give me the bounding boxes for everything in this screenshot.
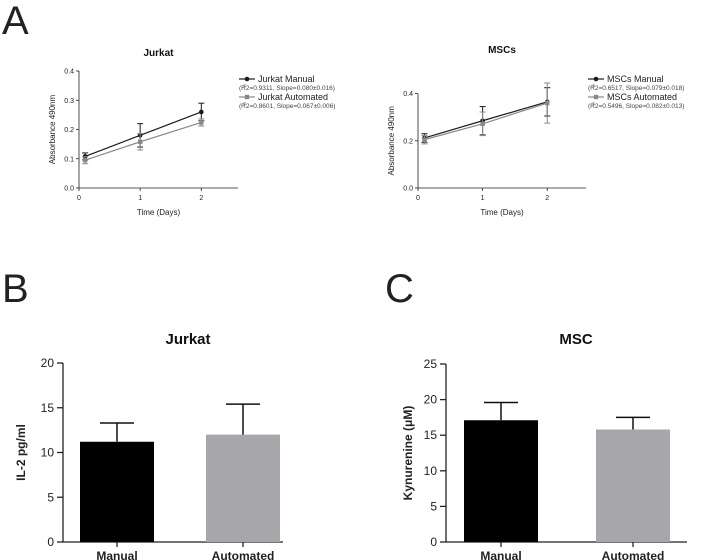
chart-title: Jurkat <box>143 48 174 59</box>
data-point <box>199 120 204 125</box>
chart-msc-kynurenine: MSC 0 5 10 15 20 25 Kynurenine (μM) Manual Automa… <box>401 331 687 560</box>
chart-mscs-absorbance: MSCs 0.0 0.2 0.4 0 1 2 Time (Days) Absorbance 49… <box>387 45 684 217</box>
legend-fit-stats: (R2=0.9311, Slope=0.080±0.016) <box>239 85 335 92</box>
legend-marker <box>244 94 250 100</box>
bar-manual <box>80 441 154 542</box>
x-tick-label: Automated <box>602 549 665 560</box>
y-tick-label: 15 <box>424 428 438 442</box>
y-tick-label: 0 <box>430 535 437 549</box>
y-axis-label: Absorbance 490nm <box>387 106 396 176</box>
legend-fit-stats: (R2=0.5496, Slope=0.082±0.013) <box>588 103 684 110</box>
series-line <box>84 111 202 157</box>
y-tick-label: 20 <box>41 356 55 370</box>
x-axis-label: Time (Days) <box>137 208 181 217</box>
y-axis-label: IL-2 pg/ml <box>14 424 28 481</box>
x-tick-label: Automated <box>212 549 275 560</box>
y-tick-label: 0.0 <box>64 186 74 193</box>
chart-title: MSCs <box>488 45 516 56</box>
x-axis-label: Time (Days) <box>480 208 524 217</box>
y-tick-label: 0 <box>47 535 54 549</box>
x-tick-label: 0 <box>77 195 81 202</box>
bar-automated <box>206 434 280 542</box>
chart-title: MSC <box>559 331 593 348</box>
legend-label: MSCs Automated <box>607 92 677 102</box>
x-tick-label: 1 <box>481 195 485 202</box>
y-tick-label: 0.0 <box>403 186 413 193</box>
legend-superscript: 2 <box>592 83 595 88</box>
y-tick-label: 20 <box>424 393 438 407</box>
data-point <box>545 100 550 106</box>
x-tick-label: 2 <box>199 195 203 202</box>
x-tick-label: Manual <box>96 549 137 560</box>
legend-marker <box>244 76 250 82</box>
data-point <box>480 121 485 127</box>
panel-letter-c: C <box>385 267 414 311</box>
series-line <box>424 101 548 139</box>
y-tick-label: 0.2 <box>64 127 74 134</box>
legend-superscript: 2 <box>592 101 595 106</box>
data-point <box>199 109 204 115</box>
y-tick-label: 10 <box>41 446 55 460</box>
x-tick-label: 1 <box>138 195 142 202</box>
bar-manual <box>464 420 538 542</box>
y-tick-label: 25 <box>424 357 438 371</box>
bar-automated <box>596 429 670 542</box>
series-line <box>84 121 202 161</box>
chart-title: Jurkat <box>165 331 210 348</box>
y-axis-label: Kynurenine (μM) <box>401 406 415 501</box>
legend-label: MSCs Manual <box>607 74 664 84</box>
panel-letter-a: A <box>2 0 29 43</box>
legend-label: Jurkat Automated <box>258 92 328 102</box>
legend-fit-stats: (R2=0.8601, Slope=0.067±0.006) <box>239 103 335 110</box>
legend-superscript: 2 <box>243 101 246 106</box>
y-tick-label: 15 <box>41 401 55 415</box>
y-tick-label: 0.3 <box>64 98 74 105</box>
series-line <box>424 102 548 141</box>
y-tick-label: 0.1 <box>64 156 74 163</box>
y-tick-label: 5 <box>47 490 54 504</box>
y-tick-label: 0.4 <box>64 69 74 76</box>
chart-jurkat-absorbance: Jurkat 0.0 0.1 0.2 0.3 0.4 0 1 2 Time (Days) Absor… <box>48 48 335 217</box>
data-point <box>82 158 88 163</box>
legend-superscript: 2 <box>243 83 246 88</box>
chart-jurkat-il2: Jurkat 0 5 10 15 20 IL-2 pg/ml Manual Automated <box>14 331 283 560</box>
data-point <box>137 139 143 144</box>
x-tick-label: 2 <box>545 195 549 202</box>
y-tick-label: 5 <box>430 499 437 513</box>
y-tick-label: 10 <box>424 464 438 478</box>
y-tick-label: 0.2 <box>403 138 413 145</box>
legend-marker <box>593 76 599 82</box>
legend-marker <box>593 94 599 100</box>
data-point <box>422 137 427 142</box>
y-axis-label: Absorbance 490nm <box>48 94 57 164</box>
x-tick-label: Manual <box>480 549 521 560</box>
panel-letter-b: B <box>2 267 29 311</box>
x-tick-label: 0 <box>416 195 420 202</box>
y-tick-label: 0.4 <box>403 91 413 98</box>
legend-label: Jurkat Manual <box>258 74 315 84</box>
legend-fit-stats: (R2=0.6517, Slope=0.079±0.018) <box>588 85 684 92</box>
